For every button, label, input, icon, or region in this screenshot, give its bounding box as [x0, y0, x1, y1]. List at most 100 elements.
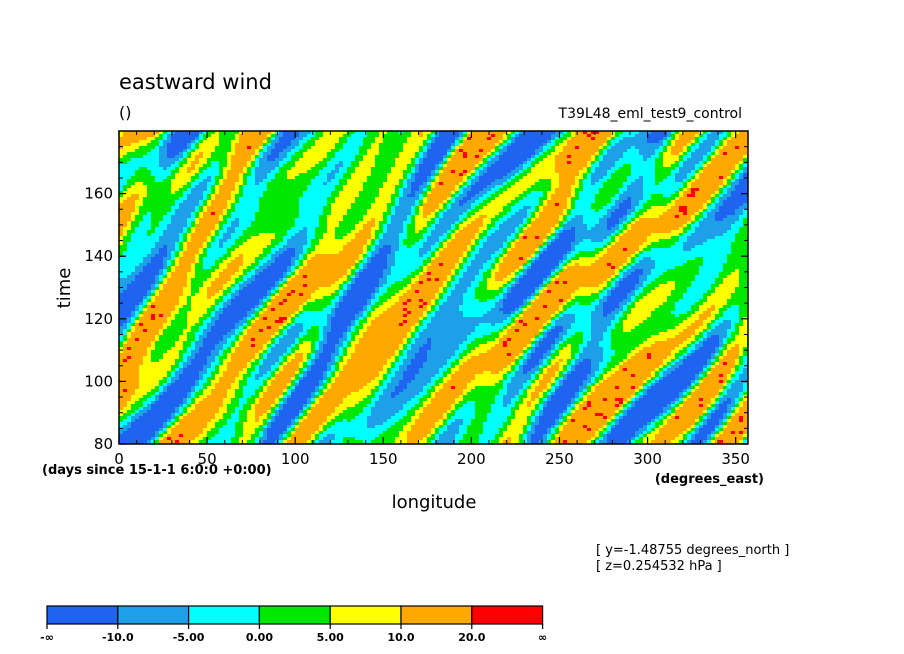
field-cell — [387, 143, 392, 147]
field-cell — [743, 146, 748, 150]
field-cell — [475, 224, 480, 228]
field-cell — [143, 209, 148, 213]
field-cell — [167, 206, 172, 210]
field-cell — [639, 152, 644, 156]
field-cell — [563, 146, 568, 150]
field-cell — [471, 134, 476, 138]
field-cell — [535, 200, 540, 204]
field-cell — [691, 221, 696, 225]
field-cell — [119, 194, 124, 198]
field-cell — [571, 140, 576, 144]
field-cell — [627, 194, 632, 198]
field-cell — [531, 143, 536, 147]
field-cell — [367, 224, 372, 228]
field-cell — [427, 173, 432, 177]
field-cell — [715, 140, 720, 144]
field-cell — [147, 212, 152, 216]
field-cell — [623, 146, 628, 150]
field-cell — [399, 197, 404, 201]
field-cell — [727, 179, 732, 183]
field-cell — [147, 137, 152, 141]
field-cell — [467, 203, 472, 207]
field-cell — [191, 167, 196, 171]
field-cell — [491, 203, 496, 207]
field-cell — [135, 200, 140, 204]
field-cell — [707, 188, 712, 192]
field-cell — [127, 164, 132, 168]
field-cell — [467, 146, 472, 150]
field-cell — [427, 161, 432, 165]
field-cell — [607, 143, 612, 147]
field-cell — [451, 170, 456, 174]
field-cell — [251, 185, 256, 189]
field-cell — [327, 191, 332, 195]
field-cell — [467, 176, 472, 180]
field-cell — [719, 203, 724, 207]
field-cell — [291, 221, 296, 225]
field-cell — [455, 173, 460, 177]
field-cell — [323, 140, 328, 144]
field-cell — [631, 215, 636, 219]
field-cell — [627, 149, 632, 153]
field-cell — [175, 152, 180, 156]
field-cell — [479, 149, 484, 153]
field-cell — [239, 140, 244, 144]
field-cell — [451, 212, 456, 216]
field-cell — [395, 206, 400, 210]
field-cell — [323, 194, 328, 198]
field-cell — [699, 179, 704, 183]
field-cell — [315, 140, 320, 144]
field-cell — [719, 170, 724, 174]
field-cell — [391, 137, 396, 141]
field-cell — [387, 203, 392, 207]
field-cell — [303, 158, 308, 162]
field-cell — [495, 188, 500, 192]
field-cell — [163, 224, 168, 228]
field-cell — [219, 158, 224, 162]
field-cell — [279, 176, 284, 180]
field-cell — [255, 197, 260, 201]
field-cell — [215, 182, 220, 186]
field-cell — [527, 212, 532, 216]
field-cell — [147, 170, 152, 174]
field-cell — [619, 215, 624, 219]
field-cell — [459, 182, 464, 186]
field-cell — [455, 155, 460, 159]
field-cell — [175, 161, 180, 165]
field-cell — [247, 143, 252, 147]
field-cell — [715, 194, 720, 198]
field-cell — [231, 152, 236, 156]
field-cell — [623, 173, 628, 177]
field-cell — [463, 182, 468, 186]
field-cell — [503, 191, 508, 195]
field-cell — [631, 140, 636, 144]
field-cell — [679, 188, 684, 192]
field-cell — [707, 191, 712, 195]
field-cell — [415, 203, 420, 207]
field-cell — [447, 152, 452, 156]
field-cell — [607, 140, 612, 144]
field-cell — [579, 191, 584, 195]
field-cell — [219, 179, 224, 183]
field-cell — [239, 218, 244, 222]
field-cell — [315, 134, 320, 138]
field-cell — [319, 197, 324, 201]
field-cell — [575, 140, 580, 144]
field-cell — [651, 176, 656, 180]
field-cell — [267, 152, 272, 156]
field-cell — [403, 218, 408, 222]
field-cell — [627, 200, 632, 204]
field-cell — [655, 176, 660, 180]
field-cell — [159, 149, 164, 153]
field-cell — [343, 176, 348, 180]
field-cell — [251, 131, 256, 135]
field-cell — [355, 218, 360, 222]
field-cell — [207, 146, 212, 150]
field-cell — [407, 143, 412, 147]
field-cell — [519, 152, 524, 156]
field-cell — [159, 176, 164, 180]
field-cell — [683, 170, 688, 174]
field-cell — [459, 206, 464, 210]
field-cell — [623, 203, 628, 207]
field-cell — [331, 146, 336, 150]
